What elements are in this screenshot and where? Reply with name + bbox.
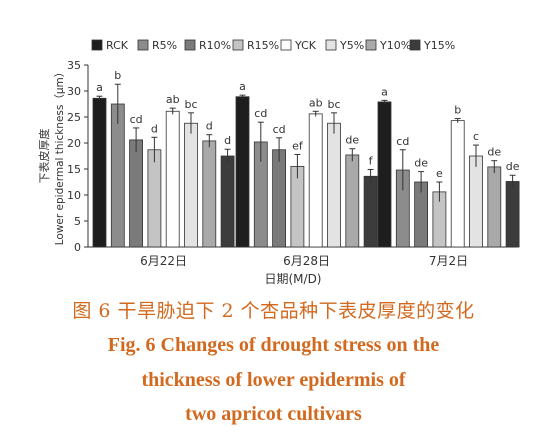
bar-y5pct-2: [469, 155, 483, 248]
bar-y5pct-0: [184, 122, 198, 248]
bar-r5pct-0: [110, 103, 125, 248]
significance-letter: cd: [130, 113, 143, 126]
significance-letter: bc: [184, 98, 197, 111]
chart-area: 0 5 10 15 20 25 30 35 下表皮厚度 Lower epidermal thick…: [37, 39, 520, 286]
significance-letter: de: [487, 146, 501, 159]
y-tick-label: 10: [67, 189, 81, 202]
legend-label-y10pct: Y10%: [379, 39, 411, 52]
bar-r10pct-0: [129, 139, 144, 248]
significance-letter: cd: [254, 107, 267, 120]
figure-caption-english-line-2: thickness of lower epidermis of: [141, 369, 406, 391]
significance-letter: cd: [396, 135, 409, 148]
legend-swatch-r10pct: [184, 39, 196, 51]
significance-letter: d: [224, 134, 231, 147]
x-category-label: 6月22日: [140, 254, 187, 268]
significance-letter: bc: [327, 98, 340, 111]
y-tick-label: 30: [67, 85, 81, 98]
x-category-label: 7月2日: [429, 254, 468, 268]
legend-label-r15pct: R15%: [247, 39, 279, 52]
legend-swatch-y15pct: [409, 39, 421, 51]
x-category-label: 6月28日: [283, 254, 330, 268]
bar-y10pct-1: [345, 154, 360, 248]
significance-letter: de: [506, 160, 520, 173]
bar-y15pct-0: [220, 155, 235, 248]
bar-yck-1: [308, 113, 323, 248]
significance-letter: ab: [166, 93, 180, 106]
bar-r15pct-0: [147, 149, 162, 248]
bar-yck-2: [450, 120, 465, 248]
y-tick-label: 25: [67, 111, 81, 124]
significance-letter: cd: [273, 123, 286, 136]
legend-swatch-r15pct: [232, 39, 244, 51]
legend-label-rck: RCK: [106, 39, 129, 52]
figure-caption-english-line-3: two apricot cultivars: [185, 403, 362, 425]
significance-letter: ef: [292, 139, 304, 152]
x-axis-title: 日期(M/D): [264, 272, 321, 286]
significance-letter: de: [414, 157, 428, 170]
legend-label-yck: YCK: [294, 39, 317, 52]
bar-rck-0: [92, 97, 107, 248]
bar-y15pct-1: [363, 175, 378, 248]
significance-letter: e: [436, 167, 443, 180]
bar-y5pct-1: [327, 122, 341, 248]
significance-letter: a: [381, 85, 388, 98]
legend-swatch-yck: [280, 39, 292, 51]
bar-r15pct-1: [290, 165, 305, 248]
legend-label-r5pct: R5%: [152, 39, 177, 52]
significance-letter: ab: [309, 96, 323, 109]
significance-letter: d: [206, 120, 213, 133]
y-axis-title-english: Lower epidermal thickness（μm）: [54, 67, 66, 246]
figure-caption-english-line-1: Fig. 6 Changes of drought stress on the: [107, 334, 440, 356]
legend-swatch-y5pct: [325, 39, 337, 51]
significance-letter: b: [114, 69, 121, 82]
legend-swatch-rck: [91, 39, 103, 51]
y-tick-label: 20: [67, 137, 81, 150]
legend-swatch-r5pct: [137, 39, 149, 51]
bar-y10pct-2: [487, 166, 502, 248]
legend-label-r10pct: R10%: [199, 39, 231, 52]
bar-chart: 0 5 10 15 20 25 30 35 下表皮厚度 Lower epidermal thick…: [37, 39, 520, 286]
y-tick-label: 15: [67, 163, 81, 176]
y-axis-title-chinese: 下表皮厚度: [37, 129, 51, 184]
y-tick-label: 35: [67, 59, 81, 72]
significance-letter: de: [345, 134, 359, 147]
figure-caption-chinese: 图 6 干旱胁迫下 2 个杏品种下表皮厚度的变化: [72, 300, 475, 322]
bar-rck-1: [235, 96, 250, 248]
significance-letter: c: [473, 130, 479, 143]
bar-y10pct-0: [202, 140, 217, 248]
bar-rck-2: [377, 101, 392, 248]
bar-y15pct-2: [505, 181, 520, 248]
significance-letter: f: [369, 155, 374, 168]
significance-letter: b: [454, 104, 461, 117]
significance-letter: a: [96, 81, 103, 94]
legend-label-y5pct: Y5%: [339, 39, 364, 52]
legend-label-y15pct: Y15%: [423, 39, 455, 52]
legend-swatch-y10pct: [365, 39, 377, 51]
bar-yck-0: [165, 110, 180, 248]
y-tick-label: 0: [74, 241, 81, 254]
significance-letter: a: [239, 80, 246, 93]
bar-r10pct-1: [272, 149, 287, 248]
y-tick-label: 5: [74, 215, 81, 228]
significance-letter: d: [151, 122, 158, 135]
